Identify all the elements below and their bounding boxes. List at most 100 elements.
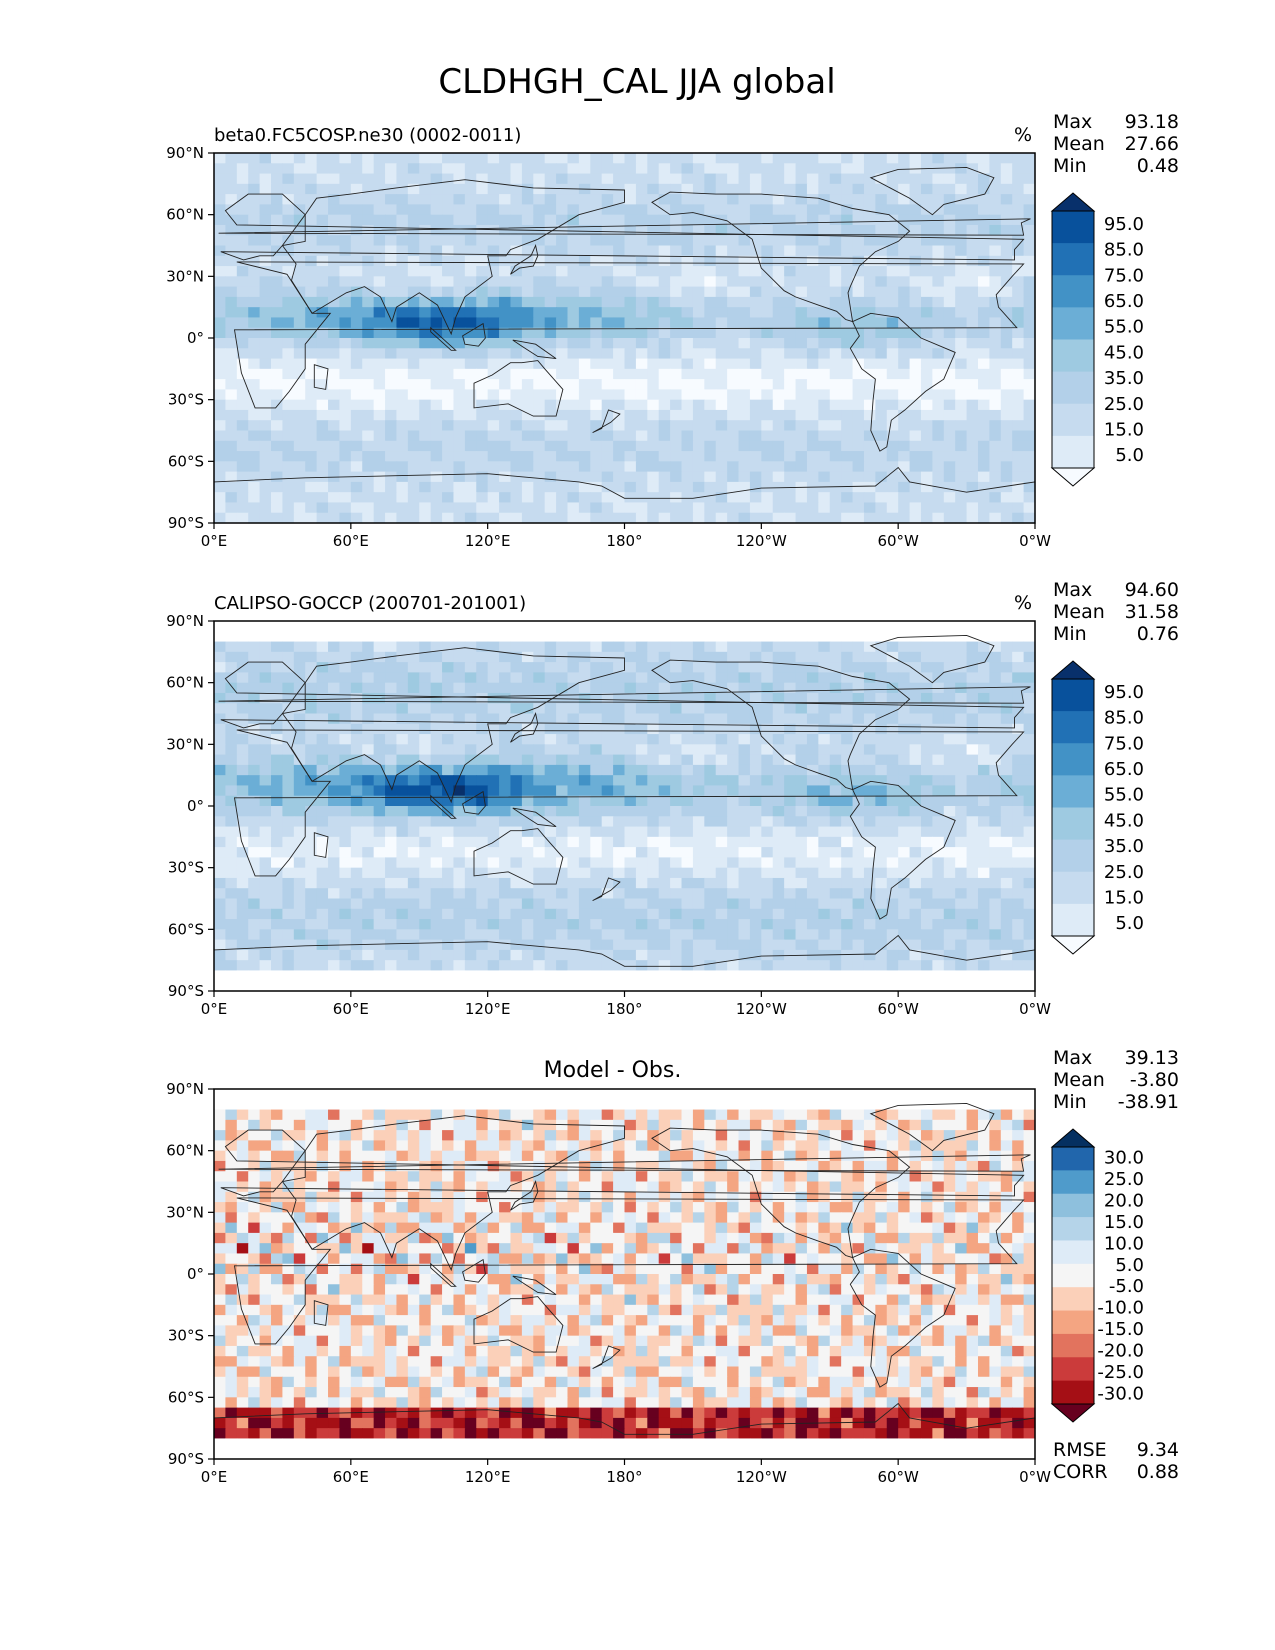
field-cell	[271, 358, 284, 370]
field-cell	[419, 692, 432, 704]
field-cell	[841, 785, 854, 797]
field-cell	[430, 348, 443, 360]
field-cell	[898, 939, 911, 951]
field-cell	[727, 857, 740, 869]
field-cell	[464, 183, 477, 195]
field-cell	[624, 276, 637, 288]
field-cell	[658, 692, 671, 704]
field-cell	[236, 348, 249, 360]
field-cell	[476, 276, 489, 288]
field-cell	[487, 214, 500, 226]
field-cell	[1023, 502, 1036, 514]
field-cell	[556, 919, 569, 930]
field-cell	[932, 163, 945, 175]
field-cell	[863, 867, 876, 879]
field-cell	[225, 867, 238, 879]
field-cell	[385, 682, 398, 694]
field-cell	[476, 816, 489, 828]
field-cell	[521, 338, 534, 349]
field-cell	[373, 286, 386, 298]
field-cell	[521, 481, 534, 493]
field-cell	[704, 245, 717, 257]
field-cell	[692, 939, 705, 951]
field-cell	[795, 672, 808, 684]
field-cell	[738, 877, 751, 889]
field-cell	[909, 153, 922, 164]
field-cell	[863, 307, 876, 319]
field-cell	[909, 296, 922, 308]
field-cell	[350, 836, 363, 848]
field-cell	[1023, 163, 1036, 175]
field-cell	[305, 877, 318, 889]
coastline	[462, 322, 486, 347]
field-cell	[772, 255, 785, 267]
field-cell	[293, 399, 306, 411]
field-cell	[385, 266, 398, 277]
field-cell	[396, 153, 409, 164]
field-cell	[350, 744, 363, 756]
field-cell	[977, 266, 990, 277]
field-cell	[704, 754, 717, 766]
field-cell	[955, 163, 968, 175]
field-cell	[841, 795, 854, 807]
field-cell	[875, 163, 888, 175]
field-cell	[738, 764, 751, 776]
field-cell	[385, 399, 398, 411]
field-cell	[362, 399, 375, 411]
field-cell	[385, 754, 398, 766]
field-cell	[419, 153, 432, 164]
field-cell	[533, 420, 546, 432]
field-cell	[407, 703, 420, 715]
field-cell	[966, 286, 979, 298]
field-cell	[385, 389, 398, 401]
field-cell	[886, 898, 899, 910]
field-cell	[590, 163, 603, 175]
field-cell	[784, 266, 797, 277]
field-cell	[305, 867, 318, 879]
field-cell	[886, 389, 899, 401]
field-cell	[305, 409, 318, 421]
field-cell	[499, 389, 512, 401]
field-cell	[624, 672, 637, 684]
field-cell	[339, 399, 352, 411]
field-cell	[601, 713, 614, 725]
field-cell	[419, 235, 432, 247]
field-cell	[613, 235, 626, 247]
field-cell	[373, 471, 386, 483]
field-cell	[989, 245, 1002, 257]
field-cell	[749, 358, 762, 370]
field-cell	[544, 235, 557, 247]
field-cell	[920, 481, 933, 493]
field-cell	[214, 163, 226, 175]
field-cell	[727, 307, 740, 319]
field-cell	[556, 692, 569, 704]
field-cell	[909, 713, 922, 725]
field-cell	[533, 389, 546, 401]
field-cell	[943, 502, 956, 514]
field-cell	[373, 847, 386, 858]
field-cell	[772, 795, 785, 807]
field-cell	[487, 481, 500, 493]
field-cell	[533, 723, 546, 735]
field-cell	[225, 795, 238, 807]
field-cell	[601, 389, 614, 401]
field-cell	[499, 867, 512, 879]
field-cell	[989, 409, 1002, 421]
field-cell	[442, 368, 455, 380]
field-cell	[635, 235, 648, 247]
field-cell	[214, 919, 226, 930]
field-cell	[761, 816, 774, 828]
field-cell	[704, 235, 717, 247]
field-cell	[727, 389, 740, 401]
field-cell	[909, 908, 922, 920]
field-cell	[681, 826, 694, 838]
field-cell	[966, 471, 979, 483]
field-cell	[852, 163, 865, 175]
field-cell	[396, 857, 409, 869]
field-cell	[704, 641, 717, 653]
field-cell	[829, 481, 842, 493]
field-cell	[487, 877, 500, 889]
field-cell	[670, 153, 683, 164]
field-cell	[909, 641, 922, 653]
field-cell	[590, 440, 603, 452]
